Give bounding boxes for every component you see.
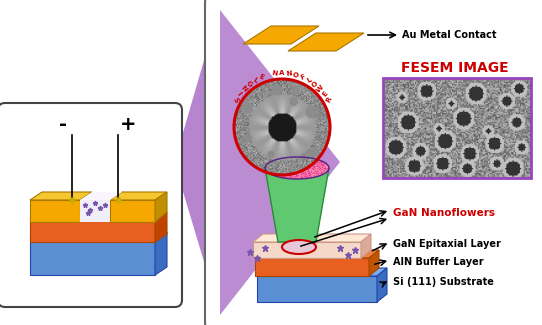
FancyBboxPatch shape: [0, 103, 182, 307]
Polygon shape: [361, 234, 371, 258]
Polygon shape: [30, 212, 167, 220]
Text: Si (111) Substrate: Si (111) Substrate: [393, 277, 494, 287]
Text: N: N: [286, 70, 292, 77]
Text: O: O: [292, 71, 300, 79]
Polygon shape: [80, 200, 110, 222]
Polygon shape: [80, 192, 122, 200]
Ellipse shape: [282, 240, 316, 254]
Polygon shape: [155, 232, 167, 275]
Polygon shape: [265, 168, 329, 242]
Polygon shape: [257, 268, 387, 276]
Polygon shape: [30, 200, 80, 222]
Text: -: -: [59, 115, 67, 134]
Polygon shape: [377, 268, 387, 302]
Text: G: G: [245, 80, 253, 88]
Text: N: N: [240, 84, 248, 93]
Polygon shape: [253, 234, 371, 242]
Polygon shape: [30, 232, 167, 240]
Text: L: L: [251, 77, 259, 84]
Polygon shape: [110, 192, 167, 200]
Polygon shape: [288, 33, 364, 51]
Polygon shape: [255, 250, 379, 258]
Polygon shape: [369, 250, 379, 276]
Text: FESEM IMAGE: FESEM IMAGE: [401, 61, 509, 75]
Polygon shape: [178, 5, 220, 315]
Text: GaN Nanoflowers: GaN Nanoflowers: [393, 208, 495, 218]
Text: GaN Epitaxial Layer: GaN Epitaxial Layer: [393, 239, 501, 249]
Polygon shape: [30, 240, 155, 275]
Polygon shape: [257, 276, 377, 302]
Text: F: F: [299, 73, 306, 81]
Text: E: E: [321, 90, 328, 98]
Text: L: L: [306, 77, 312, 84]
Polygon shape: [243, 26, 319, 44]
Text: A: A: [279, 70, 285, 76]
FancyBboxPatch shape: [205, 0, 542, 325]
Text: O: O: [311, 80, 319, 88]
Polygon shape: [30, 192, 92, 200]
Polygon shape: [220, 10, 340, 315]
Text: N: N: [272, 70, 278, 77]
Text: AlN Buffer Layer: AlN Buffer Layer: [393, 257, 483, 267]
Text: S: S: [231, 96, 239, 104]
Text: E: E: [258, 73, 264, 81]
Text: +: +: [120, 115, 136, 134]
Text: R: R: [325, 96, 333, 104]
Polygon shape: [253, 242, 361, 258]
Polygon shape: [110, 200, 155, 222]
Text: I: I: [236, 91, 242, 97]
Text: W: W: [315, 84, 325, 94]
Polygon shape: [30, 220, 155, 242]
Polygon shape: [155, 212, 167, 242]
Text: Au Metal Contact: Au Metal Contact: [402, 30, 496, 40]
Polygon shape: [155, 192, 167, 222]
Polygon shape: [255, 258, 369, 276]
